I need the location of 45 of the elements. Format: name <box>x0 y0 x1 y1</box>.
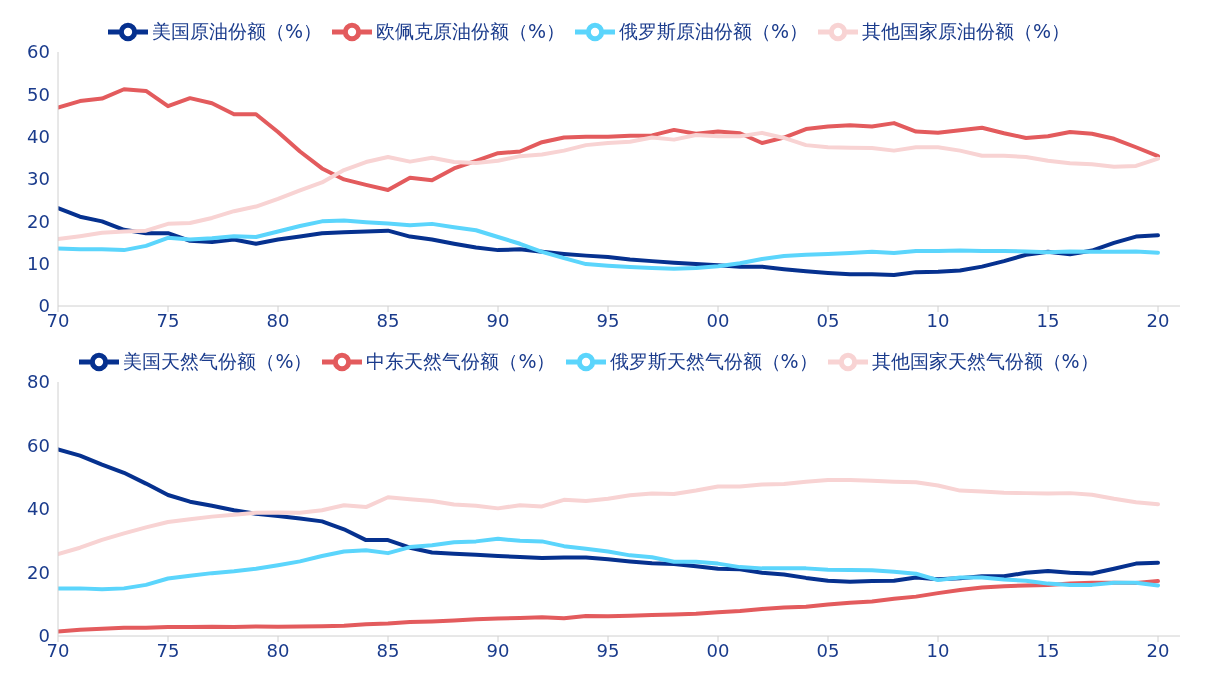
x-tick-label: 05 <box>816 639 840 661</box>
x-tick-label: 95 <box>596 639 620 661</box>
legend-label: 俄罗斯原油份额（%） <box>619 19 809 42</box>
y-tick-label: 80 <box>27 371 50 393</box>
x-tick-label: 05 <box>816 309 840 331</box>
legend-label: 中东天然气份额（%） <box>366 349 556 372</box>
line-series <box>58 87 1160 193</box>
x-tick-label: 00 <box>706 639 730 661</box>
line-series <box>58 130 1160 242</box>
y-tick-label: 60 <box>27 434 50 456</box>
legend-label: 其他国家原油份额（%） <box>862 19 1071 42</box>
y-tick-label: 10 <box>27 253 50 275</box>
x-tick-label: 95 <box>596 309 620 331</box>
x-tick-label: 10 <box>926 639 950 661</box>
x-tick-label: 80 <box>266 639 290 661</box>
y-tick-label: 60 <box>27 41 50 63</box>
x-tick-label: 85 <box>376 309 400 331</box>
x-tick-label: 15 <box>1036 639 1060 661</box>
x-tick-label: 85 <box>376 639 400 661</box>
line-series <box>58 478 1160 557</box>
legend-label: 美国天然气份额（%） <box>123 349 313 372</box>
x-tick-label: 20 <box>1146 309 1170 331</box>
x-tick-label: 90 <box>486 309 510 331</box>
x-tick-label: 00 <box>706 309 730 331</box>
legend-label: 俄罗斯天然气份额（%） <box>609 349 818 372</box>
y-tick-label: 20 <box>27 210 50 232</box>
x-tick-label: 75 <box>156 639 180 661</box>
y-tick-label: 40 <box>27 126 50 148</box>
line-series <box>58 579 1160 634</box>
legend-label: 其他国家天然气份额（%） <box>871 349 1099 372</box>
legend-label: 欧佩克原油份额（%） <box>375 19 565 42</box>
y-tick-label: 40 <box>27 498 50 520</box>
line-series <box>58 218 1160 271</box>
line-series <box>58 447 1160 584</box>
x-tick-label: 90 <box>486 639 510 661</box>
y-tick-label: 50 <box>27 83 50 105</box>
y-tick-label: 30 <box>27 168 50 190</box>
x-tick-label: 10 <box>926 309 950 331</box>
x-tick-label: 80 <box>266 309 290 331</box>
line-series <box>58 536 1160 592</box>
legend-label: 美国原油份额（%） <box>151 19 322 42</box>
x-tick-label: 20 <box>1146 639 1170 661</box>
x-tick-label: 15 <box>1036 309 1060 331</box>
x-tick-label: 75 <box>156 309 180 331</box>
y-tick-label: 20 <box>27 561 50 583</box>
